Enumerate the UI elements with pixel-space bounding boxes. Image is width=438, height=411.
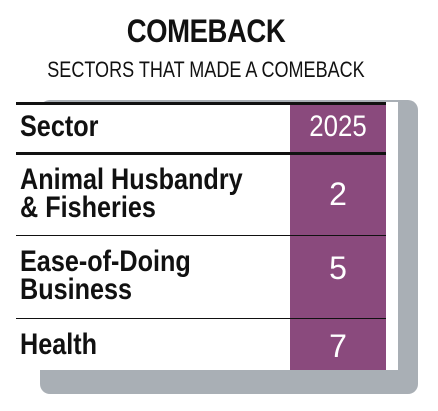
row-sector-line2: & Fisheries [20, 191, 156, 224]
table-row: Ease-of-Doing Business 5 [16, 236, 386, 316]
row-divider [16, 318, 386, 319]
row-divider [16, 235, 386, 236]
row-sector-line1: Health [20, 328, 98, 361]
table-top-rule [16, 102, 386, 105]
chart-title: COMEBACK [126, 13, 286, 49]
table-row: Health 7 [16, 319, 386, 370]
header-year-label: 2025 [309, 110, 367, 143]
row-value: 2 [329, 176, 347, 212]
header-sector-label: Sector [20, 110, 99, 143]
row-sector-line1: Animal Husbandry [20, 163, 243, 196]
year-column-background [290, 102, 386, 370]
table-header-row: Sector 2025 [16, 102, 386, 152]
table-card: Sector 2025 Animal Husbandry & Fisheries… [16, 102, 398, 370]
chart-subtitle: SECTORS THAT MADE A COMEBACK [47, 57, 365, 82]
row-value: 7 [329, 328, 347, 364]
table-row: Animal Husbandry & Fisheries 2 [16, 154, 386, 234]
row-sector-line1: Ease-of-Doing [20, 245, 191, 278]
row-sector-line2: Business [20, 273, 133, 306]
row-value: 5 [329, 250, 347, 286]
header-rule [16, 152, 386, 155]
